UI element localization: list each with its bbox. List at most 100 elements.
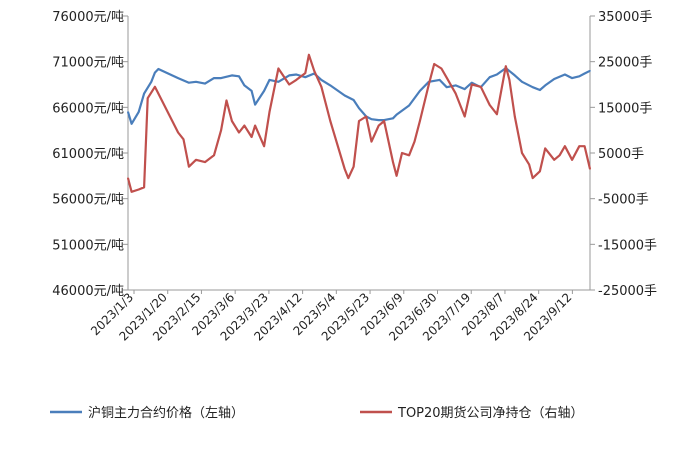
net-position-point	[225, 99, 228, 102]
copper-price-point	[578, 75, 581, 78]
copper-price-point	[343, 94, 346, 97]
copper-price-point	[521, 81, 523, 83]
net-position-point	[157, 92, 160, 95]
copper-price-point	[231, 74, 233, 77]
net-position-point	[428, 83, 430, 86]
net-position-point	[137, 188, 140, 191]
net-position-point	[508, 79, 511, 81]
left-tick-label: 71000元/吨	[52, 56, 124, 71]
copper-price-point	[288, 74, 291, 77]
right-tick-label: -15000手	[598, 238, 657, 253]
net-position-point	[188, 165, 190, 168]
legend-label-copper-price: 沪铜主力合约价格（左轴）	[88, 405, 244, 421]
net-position-point	[578, 145, 581, 147]
net-position-point	[220, 129, 222, 131]
copper-price-point	[254, 103, 256, 106]
copper-price-point	[143, 92, 145, 95]
net-position-point	[127, 177, 129, 179]
copper-price-point	[320, 79, 323, 81]
net-position-point	[204, 161, 206, 163]
copper-price-point	[204, 82, 206, 85]
net-position-point	[480, 86, 482, 88]
copper-price-line	[126, 67, 591, 125]
net-position-point	[243, 124, 246, 127]
copper-price-point	[127, 111, 129, 113]
copper-price-point	[295, 73, 298, 76]
copper-price-point	[268, 79, 271, 81]
net-position-point	[347, 177, 350, 179]
copper-price-point	[445, 86, 448, 88]
right-tick-label: -25000手	[598, 284, 657, 299]
copper-price-point	[488, 76, 491, 78]
right-tick-label: 15000手	[598, 101, 652, 116]
net-position-point	[213, 154, 215, 157]
net-position-point	[392, 161, 394, 163]
copper-price-point	[395, 113, 398, 116]
right-tick-label: -5000手	[598, 193, 649, 208]
copper-price-point	[220, 77, 222, 79]
net-position-point	[558, 154, 561, 157]
copper-price-point	[277, 81, 280, 83]
net-position-point	[365, 115, 368, 118]
copper-price-point	[544, 84, 546, 87]
net-position-point	[571, 159, 573, 161]
copper-price-point	[438, 79, 441, 81]
net-position-point	[531, 177, 534, 179]
copper-price-point	[392, 117, 394, 120]
copper-price-point	[553, 78, 555, 80]
left-tick-label: 76000元/吨	[52, 10, 124, 25]
left-tick-label: 66000元/吨	[52, 101, 124, 116]
net-position-point	[268, 111, 271, 113]
net-position-point	[445, 76, 448, 79]
copper-price-point	[454, 84, 457, 87]
net-position-point	[313, 70, 316, 72]
net-position-point	[254, 124, 256, 127]
net-position-point	[377, 124, 380, 127]
net-position-point	[463, 115, 466, 118]
copper-price-point	[358, 107, 360, 109]
copper-price-point	[531, 86, 534, 88]
copper-price-point	[370, 118, 373, 120]
copper-price-point	[496, 73, 498, 76]
left-tick-label: 56000元/吨	[52, 193, 124, 208]
net-position-point	[182, 138, 185, 141]
net-position-point	[295, 79, 298, 81]
copper-price-point	[589, 70, 591, 72]
net-position-point	[343, 168, 346, 170]
net-position-point	[544, 147, 546, 150]
net-position-point	[471, 83, 473, 86]
copper-price-point	[471, 81, 473, 84]
net-position-point	[408, 154, 410, 157]
copper-price-point	[329, 84, 332, 87]
copper-price-point	[150, 81, 153, 83]
net-position-point	[528, 163, 530, 166]
net-position-point	[195, 159, 197, 161]
net-position-point	[177, 131, 179, 134]
copper-price-point	[377, 119, 380, 121]
left-tick-label: 61000元/吨	[52, 147, 124, 162]
net-position-point	[583, 145, 586, 147]
net-position-point	[505, 65, 507, 67]
copper-price-point	[250, 90, 253, 92]
copper-price-point	[188, 81, 190, 84]
right-tick-label: 5000手	[598, 147, 644, 162]
net-position-point	[130, 191, 133, 193]
copper-price-point	[130, 123, 133, 125]
net-position-point	[263, 145, 265, 147]
net-position-point	[521, 152, 523, 154]
copper-price-point	[408, 104, 410, 107]
copper-price-point	[213, 77, 215, 79]
net-position-point	[304, 72, 307, 74]
net-position-point	[413, 140, 416, 143]
net-position-point	[553, 159, 555, 161]
copper-price-point	[583, 72, 586, 75]
copper-price-point	[157, 68, 160, 70]
copper-price-point	[304, 76, 307, 78]
net-position-point	[143, 186, 145, 189]
net-position-point	[250, 136, 253, 138]
net-position-point	[329, 120, 332, 122]
net-position-point	[370, 140, 373, 143]
net-position-point	[277, 67, 280, 70]
